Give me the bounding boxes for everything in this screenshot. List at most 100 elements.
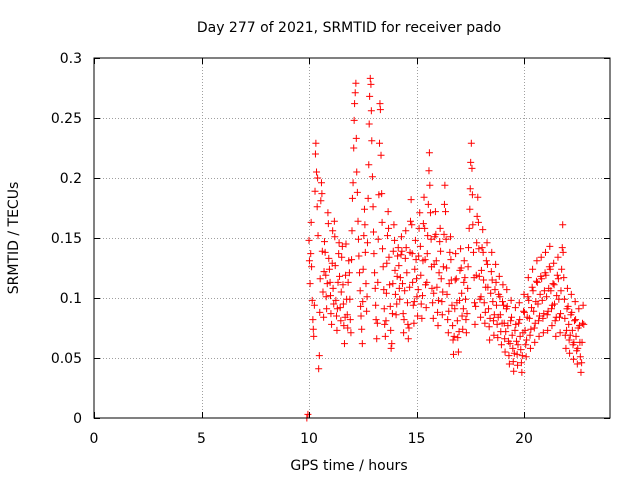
data-point xyxy=(568,326,576,334)
data-point xyxy=(307,250,315,258)
data-point xyxy=(393,300,401,308)
data-point xyxy=(311,187,319,195)
data-point xyxy=(448,301,456,309)
data-point xyxy=(557,310,565,318)
data-point xyxy=(550,281,558,289)
data-point xyxy=(484,283,492,291)
data-point xyxy=(370,228,377,236)
y-axis-label: SRMTID / TECUs xyxy=(6,182,22,295)
data-point xyxy=(571,298,579,306)
data-point xyxy=(525,314,533,322)
data-point xyxy=(311,150,319,158)
data-point xyxy=(578,359,586,367)
data-point xyxy=(354,217,362,225)
data-point xyxy=(310,301,318,309)
data-point xyxy=(548,305,556,313)
data-point xyxy=(477,313,485,321)
data-point xyxy=(363,239,371,247)
data-point xyxy=(320,268,328,276)
data-point xyxy=(466,205,474,213)
data-point xyxy=(363,293,371,301)
data-point xyxy=(317,197,325,205)
data-point xyxy=(489,317,497,325)
data-point xyxy=(418,314,426,322)
data-point xyxy=(576,353,584,361)
data-point xyxy=(373,319,381,327)
data-point xyxy=(391,290,399,298)
data-point xyxy=(366,92,374,100)
data-point xyxy=(372,301,380,309)
data-point xyxy=(455,328,463,336)
data-point xyxy=(500,301,508,309)
data-point xyxy=(342,240,350,248)
data-point xyxy=(509,358,517,366)
data-point xyxy=(324,209,332,217)
data-point xyxy=(457,264,465,272)
data-point xyxy=(428,284,436,292)
data-point xyxy=(429,299,437,307)
data-point xyxy=(483,239,491,247)
data-point xyxy=(410,319,418,327)
data-point xyxy=(465,244,473,252)
data-point xyxy=(473,212,481,220)
data-point xyxy=(459,325,467,333)
data-point xyxy=(496,311,504,319)
data-point xyxy=(500,319,508,327)
data-point xyxy=(420,193,428,201)
data-point xyxy=(388,310,396,318)
data-point xyxy=(376,139,384,147)
data-point xyxy=(560,295,568,303)
data-point xyxy=(556,329,564,337)
data-point xyxy=(551,300,559,308)
data-point xyxy=(464,284,472,292)
data-point xyxy=(406,217,414,225)
data-point xyxy=(315,352,323,360)
data-point xyxy=(421,224,429,232)
data-point xyxy=(543,293,551,301)
data-point xyxy=(563,284,571,292)
data-point xyxy=(412,256,420,264)
data-point xyxy=(348,194,356,202)
data-point xyxy=(357,312,365,320)
data-point xyxy=(452,275,460,283)
data-point xyxy=(511,326,519,334)
data-point xyxy=(381,320,389,328)
x-tick-label: 20 xyxy=(515,431,533,447)
data-point xyxy=(467,139,475,147)
data-point xyxy=(534,300,542,308)
data-point xyxy=(331,262,339,270)
data-point xyxy=(532,277,540,285)
data-point xyxy=(374,278,382,286)
data-point xyxy=(352,79,360,87)
data-point xyxy=(362,280,370,288)
data-point xyxy=(487,289,495,297)
data-point xyxy=(520,308,528,316)
data-point xyxy=(400,316,408,324)
data-point xyxy=(506,340,514,348)
data-point xyxy=(330,217,338,225)
x-axis-label: GPS time / hours xyxy=(290,458,407,474)
data-point xyxy=(524,293,532,301)
data-point xyxy=(469,221,477,229)
data-point xyxy=(371,269,379,277)
data-point xyxy=(357,302,365,310)
data-point xyxy=(569,355,577,363)
data-point xyxy=(479,226,487,234)
data-point xyxy=(329,227,337,235)
data-point xyxy=(335,250,343,258)
data-point xyxy=(537,253,545,261)
data-point xyxy=(399,310,407,318)
x-tick-label: 0 xyxy=(90,431,99,447)
data-point xyxy=(505,360,513,368)
data-point xyxy=(557,287,565,295)
data-point xyxy=(360,205,368,213)
data-point xyxy=(482,257,490,265)
data-point xyxy=(447,256,455,264)
data-point xyxy=(552,332,560,340)
data-point xyxy=(424,200,432,208)
data-point xyxy=(308,263,316,271)
data-point xyxy=(352,134,360,142)
data-point xyxy=(512,337,520,345)
data-point xyxy=(488,276,496,284)
data-point xyxy=(369,203,377,211)
